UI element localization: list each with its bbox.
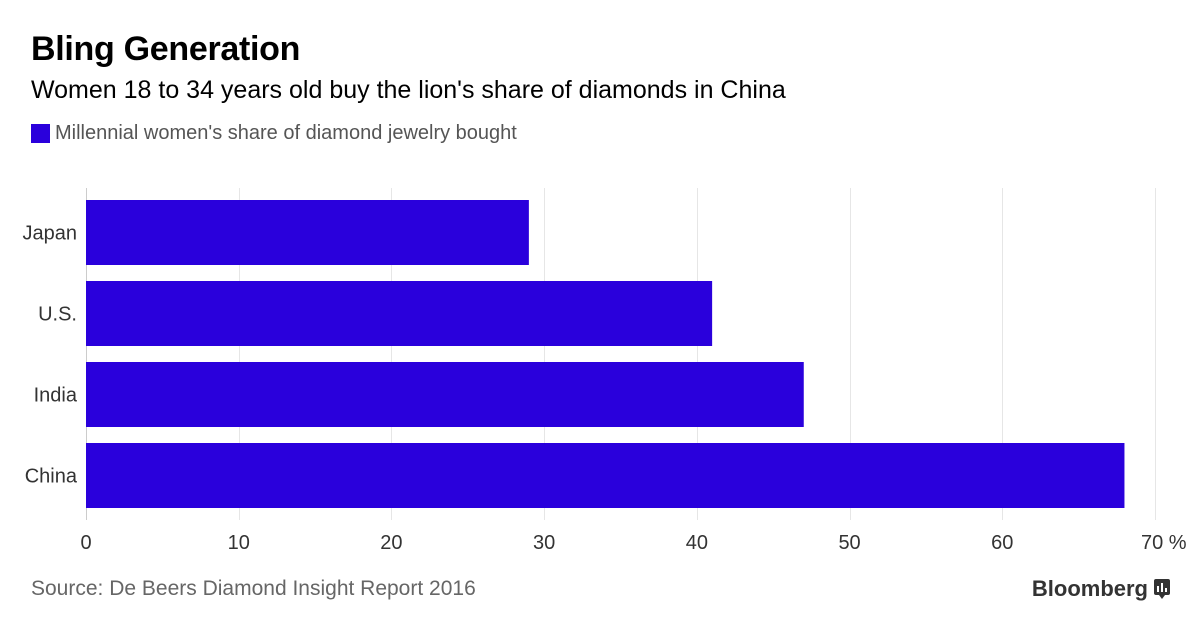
bar-japan (86, 200, 529, 265)
x-tick-label: 0 (80, 532, 91, 554)
chart-subtitle: Women 18 to 34 years old buy the lion's … (31, 76, 786, 104)
x-tick-label: 10 (228, 532, 250, 554)
chart-title: Bling Generation (31, 30, 301, 68)
brand-name: Bloomberg (1031, 576, 1148, 601)
x-tick-label: 60 (991, 532, 1013, 554)
bar-india (86, 362, 804, 427)
brand-logo: Bloomberg (1032, 576, 1170, 602)
x-tick-label: 20 (380, 532, 402, 554)
legend-swatch (31, 124, 50, 143)
x-tick-label: 70 % (1141, 532, 1187, 554)
x-tick-label: 50 (838, 532, 860, 554)
bar-china (86, 443, 1125, 508)
category-label: India (34, 385, 78, 407)
category-label: U.S. (38, 304, 77, 326)
legend: Millennial women's share of diamond jewe… (31, 122, 517, 145)
bloomberg-terminal-icon (1154, 579, 1170, 599)
bars (86, 200, 1125, 508)
category-labels: Japan U.S. India China (23, 223, 78, 488)
source-note: Source: De Beers Diamond Insight Report … (31, 577, 476, 600)
x-tick-label: 40 (686, 532, 708, 554)
category-label: Japan (23, 223, 78, 245)
x-tick-labels: 0 10 20 30 40 50 60 70 % (80, 532, 1186, 554)
legend-label: Millennial women's share of diamond jewe… (55, 122, 517, 144)
category-label: China (25, 466, 78, 488)
x-tick-label: 30 (533, 532, 555, 554)
bar-us (86, 281, 713, 346)
